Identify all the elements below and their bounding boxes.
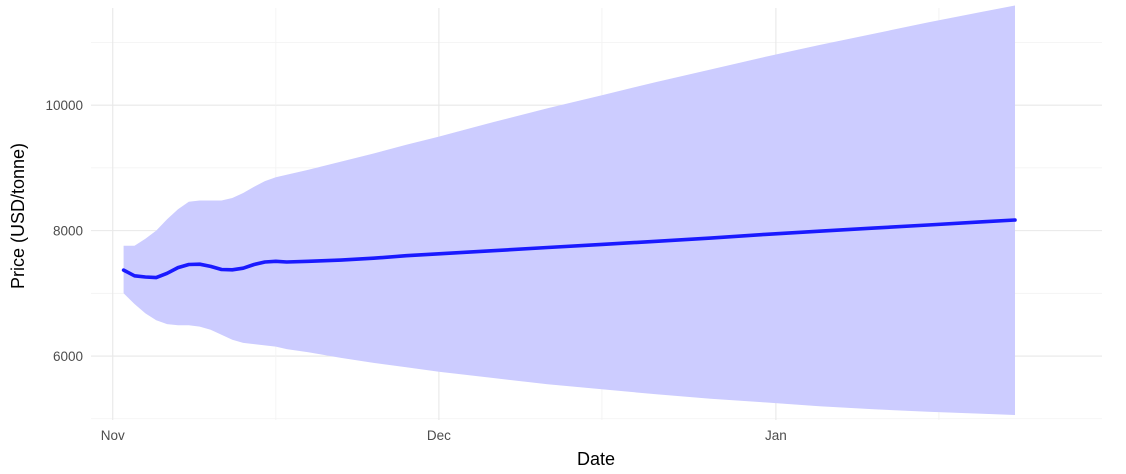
- y-tick-label: 6000: [53, 349, 83, 364]
- x-tick-label: Nov: [101, 428, 125, 443]
- x-tick-label: Jan: [765, 428, 787, 443]
- y-tick-label: 10000: [45, 98, 83, 113]
- forecast-line: [121, 218, 1017, 280]
- y-tick-label: 8000: [53, 224, 83, 239]
- confidence-band: [123, 5, 1016, 415]
- x-tick-label: Dec: [427, 428, 451, 443]
- x-tick-labels: Nov Dec Jan: [101, 428, 787, 443]
- x-axis-title: Date: [577, 449, 615, 469]
- y-axis-title: Price (USD/tonne): [8, 143, 28, 289]
- y-tick-labels: 6000 8000 10000: [45, 98, 83, 364]
